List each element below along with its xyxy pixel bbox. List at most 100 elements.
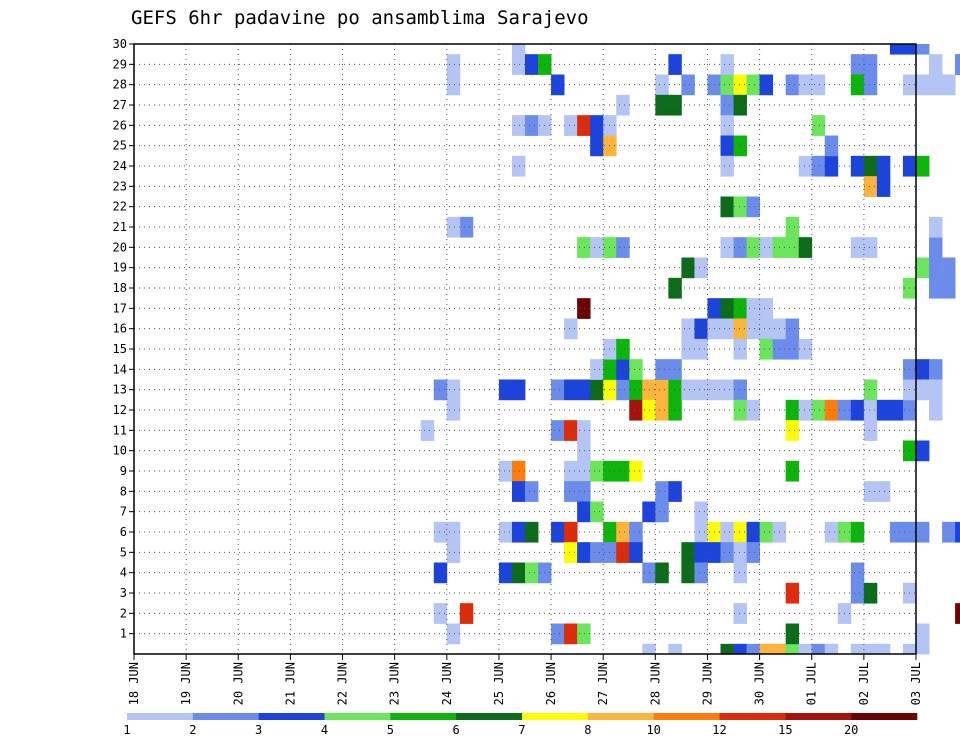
heatmap-cell [785,237,800,258]
colorbar-swatch [324,713,391,720]
y-tick-label: 8 [120,484,127,498]
heatmap-cell [733,135,747,157]
heatmap-cell [863,582,878,604]
heatmap-cell [525,521,539,543]
colorbar-swatch [192,713,259,720]
heatmap-cell [720,521,734,543]
heatmap-cell [811,74,826,96]
colorbar-label: 12 [712,723,726,737]
x-tick-label: 21 JUN [283,662,297,705]
heatmap-cell [850,643,865,655]
heatmap-cell [759,298,774,319]
y-tick-label: 25 [113,139,127,153]
heatmap-cell [876,176,891,197]
heatmap-cell [590,115,604,136]
gridlines [133,43,917,654]
colorbar-swatch [127,713,194,720]
y-tick-label: 4 [120,566,127,580]
chart-title: GEFS 6hr padavine po ansamblima Sarajevo [131,7,589,29]
colorbar-swatch [456,713,523,720]
heatmap-cell [850,582,865,604]
heatmap-cell [746,196,760,218]
heatmap-cell [916,257,930,279]
heatmap-cell [733,521,747,543]
heatmap-cell [629,379,643,401]
heatmap-cell [577,623,591,645]
heatmap-cell [655,562,669,584]
heatmap-cell [511,44,526,55]
heatmap-cell [929,359,943,380]
heatmap-cell [446,379,461,401]
heatmap-cell [863,237,878,258]
heatmap-cell [616,521,630,543]
heatmap-cell [772,643,787,655]
heatmap-cell [798,338,813,360]
heatmap-cell [668,643,682,655]
heatmap-cell [733,542,747,563]
y-tick-label: 15 [113,342,127,356]
heatmap-cell [616,379,630,401]
heatmap-cell [889,521,904,543]
heatmap-cell [577,440,591,462]
x-tick-label: 19 JUN [179,662,193,705]
colorbar-swatch [653,713,720,720]
heatmap-cell [681,74,695,96]
heatmap-cell [655,399,669,421]
x-tick-label: 25 JUN [492,662,506,705]
heatmap-cell [694,338,708,360]
heatmap-cell [733,318,747,340]
heatmap-cell [759,318,774,340]
heatmap-cell [850,562,865,584]
heatmap-cell [733,399,747,421]
heatmap-cell [929,216,943,238]
y-tick-label: 26 [113,118,127,132]
y-tick-label: 10 [113,444,127,458]
heatmap-cell [929,277,943,299]
heatmap-cell [616,338,630,360]
heatmap-cell [785,216,800,238]
heatmap-cell [889,44,904,55]
heatmap-cell [746,521,760,543]
x-tick-label: 29 JUN [700,662,714,705]
colorbar-swatch [851,713,918,720]
heatmap-cell [616,94,630,116]
heatmap-cell [564,460,578,482]
y-tick-label: 17 [113,301,127,315]
x-tick-label: 30 JUN [753,662,767,705]
heatmap-cell [720,542,734,563]
heatmap-cell [551,379,565,401]
y-tick-label: 14 [113,362,127,376]
y-tick-label: 27 [113,98,127,112]
heatmap-cell [629,399,643,421]
heatmap-cell [498,379,513,401]
heatmap-cell [746,399,760,421]
heatmap-cell [511,481,526,502]
heatmap-cell [655,359,669,380]
heatmap-cell [798,643,813,655]
heatmap-cell [746,542,760,563]
heatmap-cell [629,460,643,482]
heatmap-cell [929,54,943,75]
heatmap-cell [929,74,943,96]
heatmap-cell [798,74,813,96]
heatmap-cell [720,318,734,340]
x-axis-ticks: 18 JUN 19 JUN 20 JUN 21 JUN 22 JUN 23 JUN 24 J… [127,654,923,705]
colorbar-label: 2 [189,723,196,737]
colorbar-label: 1 [123,723,130,737]
heatmap-cell [525,562,539,584]
heatmap-cell [551,420,565,441]
y-tick-label: 20 [113,240,127,254]
heatmap-cell [642,643,656,655]
heatmap-cell [564,481,578,502]
heatmap-cell [824,399,839,421]
heatmap-cell [525,481,539,502]
colorbar-swatch [785,713,852,720]
colorbar-label: 3 [255,723,262,737]
x-tick-label: 20 JUN [231,662,245,705]
heatmap-cell [759,521,774,543]
heatmap-cell [955,521,960,543]
heatmap-cell [863,643,878,655]
heatmap-cell [681,562,695,584]
heatmap-cell [876,643,891,655]
heatmap-cell [720,155,734,177]
